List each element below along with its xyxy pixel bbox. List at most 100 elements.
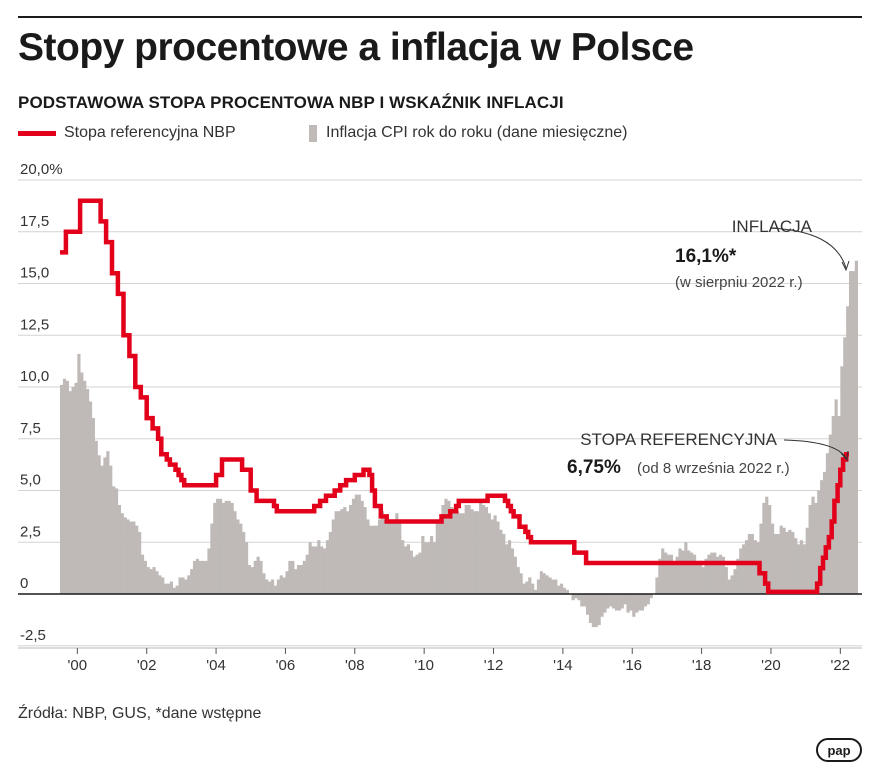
inflation-bar [305,554,309,594]
inflation-bar [239,523,243,594]
inflation-bar [126,519,130,594]
inflation-bar [398,523,402,594]
x-tick-label: '22 [831,657,851,674]
inflation-bar [776,533,780,594]
inflation-bar [479,502,483,594]
inflation-bar [415,554,419,594]
inflation-bar [505,544,509,594]
y-tick-label: 5,0 [20,472,41,489]
inflation-bar [698,560,702,594]
inflation-bar [164,583,168,594]
tick-labels: 20,0% 17,5 15,0 12,5 10,0 7,5 5,0 2,5 0 -2,5 '00 '0… [20,161,850,674]
inflation-bar [412,556,416,594]
x-tick-label: '14 [553,657,573,674]
inflation-bar [372,525,376,594]
inflation-bar [470,509,474,594]
inflation-bar [453,509,457,594]
inflation-bar [424,542,428,594]
inflation-bar [138,531,142,594]
inflation-bar [166,583,171,594]
inflation-bar [175,585,179,594]
inflation-bar [100,465,104,594]
inflation-bar [132,521,136,594]
inflation-bar [458,513,463,594]
inflation-bar [661,548,665,594]
y-tick-label: 0 [20,575,28,592]
inflation-bar [513,556,517,594]
inflation-bar [768,504,772,594]
inflation-bar [499,529,503,594]
inflation-bar [213,502,217,594]
inflation-bar [586,594,590,615]
inflation-bar [112,486,116,594]
inflation-bar [207,548,211,594]
inflation-bar [808,504,812,594]
inflation-bar [536,579,541,594]
inflation-bar [380,511,384,594]
legend-item-inflation: Inflacja CPI rok do roku (dane miesięczn… [309,124,627,142]
inflation-bar [383,519,387,594]
inflation-bar [265,579,269,594]
inflation-bar [149,569,153,594]
inflation-bar [849,271,853,594]
inflation-bar [565,589,569,594]
inflation-bar [687,550,691,594]
inflation-bar [713,552,717,594]
inflation-bar [716,556,720,594]
inflation-bar [172,587,176,594]
inflation-bar [216,498,220,594]
inflation-bar [533,589,538,594]
inflation-bar [791,531,795,594]
inflation-bar [632,594,636,617]
inflation-bar [690,552,694,594]
legend-inflation-label: Inflacja CPI rok do roku (dane miesięczn… [326,124,628,141]
inflation-bar [794,538,798,594]
inflation-bar [744,540,749,594]
inflation-annotation-arrow [769,227,847,269]
inflation-bar [244,542,249,594]
y-tick-label: 12,5 [20,316,49,333]
inflation-bar [782,527,786,594]
inflation-bar [331,519,335,594]
legend-rate-label: Stopa referencyjna NBP [64,124,236,141]
inflation-bar [184,579,188,594]
source-note: Źródła: NBP, GUS, *dane wstępne [18,705,262,722]
inflation-bar [233,511,237,594]
inflation-bar [681,550,685,594]
y-tick-label: 17,5 [20,213,49,230]
inflation-bar [386,519,390,594]
inflation-bar [799,540,804,594]
x-tick-label: '02 [137,657,157,674]
inflation-annotation-value: 16,1%* [675,246,737,267]
inflation-bar [346,511,350,594]
rate-line [60,198,849,595]
inflation-bar [236,519,240,594]
inflation-bar [152,567,156,594]
top-rule [18,16,862,18]
inflation-bar [114,488,119,594]
inflation-bar [678,548,682,594]
inflation-bar [366,519,370,594]
inflation-bar [65,380,69,594]
inflation-bar [785,531,789,594]
inflation-bar [655,577,659,594]
inflation-bar [805,527,809,594]
inflation-bar [635,594,639,613]
inflation-bar [733,569,737,594]
x-tick-label: '16 [622,657,642,674]
inflation-bar [247,565,252,594]
inflation-bar [351,498,356,594]
inflation-bar [762,502,766,594]
inflation-annotation-note: (w sierpniu 2022 r.) [675,274,803,291]
inflation-bar [74,382,78,594]
inflation-bar [227,500,231,594]
inflation-bar [496,521,500,594]
inflation-bar [753,540,757,594]
inflation-bar [493,515,497,594]
inflation-bar [146,567,150,594]
inflation-bar [707,554,711,594]
inflation-annotation-heading: INFLACJA [732,217,813,236]
inflation-bar [643,594,647,607]
svg-text:pap: pap [827,743,850,758]
inflation-bar [270,579,275,594]
